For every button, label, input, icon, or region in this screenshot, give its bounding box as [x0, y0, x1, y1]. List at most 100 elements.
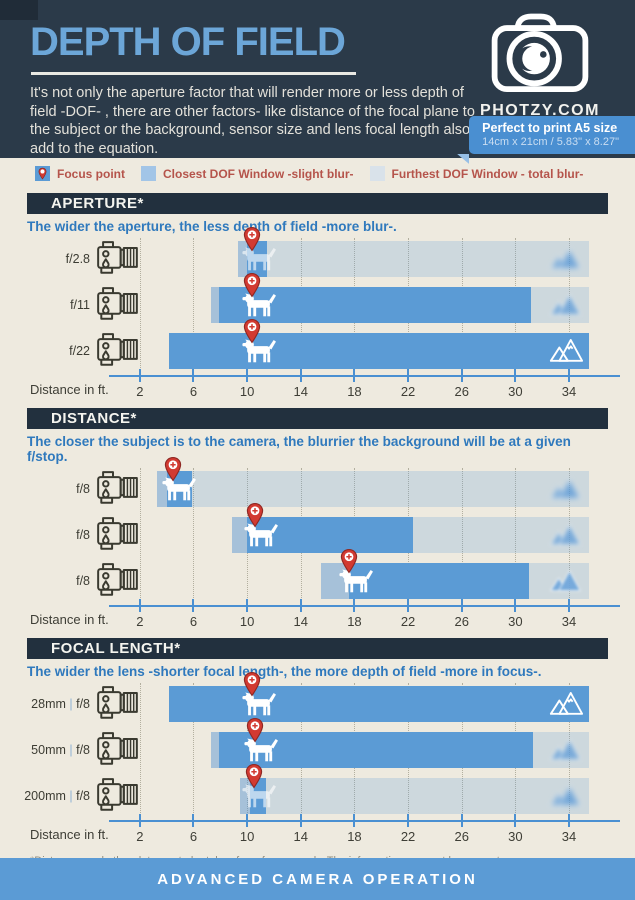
dof-furthest-window-segment — [265, 778, 590, 814]
camera-logo-icon — [488, 13, 592, 100]
dog-icon — [243, 735, 279, 767]
gridline — [193, 468, 195, 606]
legend-item-closest-dof: Closest DOF Window -slight blur- — [141, 166, 354, 181]
axis-tick-label: 14 — [293, 829, 309, 844]
furthest-dof-swatch — [369, 166, 385, 181]
axis-tick-label: 30 — [508, 384, 523, 399]
legend-label: Focus point — [57, 166, 125, 181]
gridline — [515, 468, 517, 606]
dog-icon — [243, 520, 279, 552]
axis-tick-label: 30 — [508, 614, 523, 629]
focus-pin-icon — [243, 272, 262, 303]
camera-side-icon — [95, 514, 140, 557]
axis-tick — [460, 814, 463, 827]
legend-item-focus-point: Focus point — [35, 166, 125, 181]
focus-pin-icon — [243, 318, 262, 349]
axis-tick-label: 6 — [189, 829, 198, 844]
camera-side-icon — [95, 330, 140, 373]
plot-area: 2 6 10 14 18 22 26 30 34 — [109, 227, 620, 404]
camera-side-icon — [95, 683, 140, 726]
row-label-text: 200mm | f/8 — [24, 789, 90, 803]
axis-tick-label: 18 — [347, 614, 362, 629]
mountain-icon — [548, 566, 584, 597]
dof-in-focus-segment — [349, 563, 529, 599]
bar-row — [113, 764, 620, 819]
axis-tick-label: 6 — [189, 384, 198, 399]
axis-tick — [246, 814, 249, 827]
axis-tick — [568, 814, 571, 827]
mountain-icon — [548, 735, 584, 766]
dof-closest-window-segment — [157, 471, 167, 507]
axis-tick-label: 26 — [454, 829, 469, 844]
dog-icon — [241, 689, 277, 721]
pipe-separator: | — [69, 697, 73, 711]
print-size-badge: Perfect to print A5 size 14cm x 21cm / 5… — [457, 116, 635, 164]
mountain-icon — [548, 244, 584, 275]
axis-tick — [299, 814, 302, 827]
dof-furthest-window-segment — [192, 471, 590, 507]
axis-tick — [246, 599, 249, 612]
axis-tick — [407, 599, 410, 612]
badge-line2: 14cm x 21cm / 5.83" x 8.27" — [482, 136, 619, 148]
bar-row — [113, 549, 620, 604]
gridline — [139, 468, 141, 606]
mountain-icon — [548, 474, 584, 505]
row-label: f/8 — [28, 558, 140, 604]
dof-in-focus-segment — [169, 686, 590, 722]
axis-tick-label: 6 — [189, 614, 198, 629]
focus-pin-icon — [243, 671, 262, 702]
bar-row — [113, 457, 620, 512]
row-label: 50mm | f/8 — [28, 727, 140, 773]
axis-title: Distance in ft. — [30, 612, 109, 627]
badge-ribbon-fold — [457, 154, 470, 164]
focus-pin-icon — [243, 226, 262, 257]
plot-area: 2 6 10 14 18 22 26 30 34 — [109, 457, 620, 634]
dog-icon — [241, 244, 277, 276]
axis-tick — [192, 599, 195, 612]
row-label: f/2.8 — [28, 236, 140, 282]
axis-tick — [514, 814, 517, 827]
axis-tick — [299, 599, 302, 612]
chart-section: APERTURE* The wider the aperture, the les… — [0, 193, 635, 404]
axis-tick-label: 10 — [239, 829, 255, 844]
axis-tick — [568, 369, 571, 382]
camera-side-icon — [95, 238, 140, 281]
axis-tick — [514, 599, 517, 612]
axis-tick-label: 2 — [136, 384, 144, 399]
axis-tick — [407, 369, 410, 382]
pipe-separator: | — [69, 743, 73, 757]
closest-dof-swatch — [141, 166, 156, 181]
dof-closest-window-segment — [210, 732, 219, 768]
dog-icon — [161, 474, 197, 506]
section-title: FOCAL LENGTH* — [51, 640, 181, 657]
axis-tick-label: 10 — [239, 614, 255, 629]
axis-tick-label: 34 — [561, 384, 577, 399]
axis-tick — [138, 599, 141, 612]
title-underline — [31, 72, 356, 75]
camera-side-icon — [95, 468, 140, 511]
header: DEPTH OF FIELD It's not only the apertur… — [0, 0, 635, 164]
gridline — [139, 238, 141, 376]
axis-tick — [460, 599, 463, 612]
axis-tick-label: 22 — [400, 829, 416, 844]
axis-title: Distance in ft. — [30, 382, 109, 397]
axis-title: Distance in ft. — [30, 827, 109, 842]
section-title: DISTANCE* — [51, 410, 137, 427]
dof-in-focus-segment — [169, 333, 590, 369]
legend-label: Furthest DOF Window - total blur- — [391, 166, 584, 181]
axis-tick — [568, 599, 571, 612]
axis-tick — [192, 814, 195, 827]
axis-tick — [514, 369, 517, 382]
focus-pin-icon — [164, 456, 183, 487]
axis-tick-label: 26 — [454, 384, 469, 399]
section-subtitle: The wider the aperture, the less depth o… — [27, 219, 397, 234]
axis-line — [109, 375, 620, 377]
axis-tick — [192, 369, 195, 382]
axis-line — [109, 820, 620, 822]
dof-in-focus-segment — [247, 517, 414, 553]
focus-pin-icon — [35, 166, 50, 181]
camera-side-icon — [95, 284, 140, 327]
chart-section: FOCAL LENGTH* The wider the lens -shorter… — [0, 638, 635, 849]
brand-logo: PHOTZY.COM — [469, 8, 611, 120]
camera-side-icon — [95, 775, 140, 818]
